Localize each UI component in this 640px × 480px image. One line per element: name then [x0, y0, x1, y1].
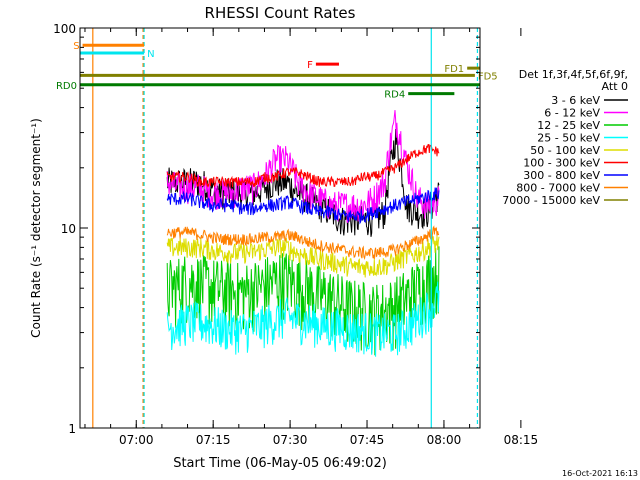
- x-tick-label: 07:15: [196, 433, 231, 447]
- flag-label: N: [147, 49, 154, 60]
- series-line: [166, 110, 440, 224]
- series-line: [166, 144, 440, 189]
- series-line: [166, 128, 440, 237]
- series-line: [166, 225, 440, 261]
- y-tick-label: 1: [68, 422, 76, 436]
- flag-label: RD0: [56, 81, 77, 92]
- x-tick-label: 07:30: [273, 433, 308, 447]
- y-axis-label: Count Rate (s⁻¹ detector segment⁻¹): [29, 118, 43, 338]
- y-tick-label: 100: [53, 22, 76, 36]
- legend-entry-label: 300 - 800 keV: [523, 169, 600, 182]
- x-tick-label: 08:15: [504, 433, 539, 447]
- legend-entry-label: 50 - 100 keV: [530, 144, 600, 157]
- legend: Det 1f,3f,4f,5f,6f,9f, Att 0 3 - 6 keV6 …: [502, 68, 628, 207]
- flag-label: RD4: [384, 90, 405, 101]
- legend-entry-label: 100 - 300 keV: [523, 157, 600, 170]
- legend-header-line2: Att 0: [602, 80, 628, 93]
- series-layer: [166, 110, 440, 357]
- series-line: [166, 246, 440, 356]
- chart-title: RHESSI Count Rates: [205, 4, 356, 22]
- legend-entry-label: 25 - 50 keV: [537, 132, 600, 145]
- flag-label: S: [73, 41, 79, 52]
- footer-timestamp: 16-Oct-2021 16:13: [562, 469, 638, 478]
- flag-label: F: [307, 60, 313, 71]
- series-line: [166, 235, 440, 278]
- legend-entry-label: 6 - 12 keV: [544, 107, 600, 120]
- y-tick-label: 10: [61, 222, 76, 236]
- x-tick-label: 07:00: [119, 433, 154, 447]
- x-tick-label: 08:00: [427, 433, 462, 447]
- legend-header-line1: Det 1f,3f,4f,5f,6f,9f,: [519, 68, 628, 81]
- legend-entry-label: 3 - 6 keV: [551, 94, 600, 107]
- flag-layer: S N F FD1 FD5 RD0 RD4: [56, 28, 498, 428]
- axis-layer: 1 10 100 07:00 07:15 07:30 07:45 08:00 08:15: [53, 22, 538, 447]
- legend-entry-label: 7000 - 15000 keV: [502, 194, 600, 207]
- legend-entry-label: 12 - 25 keV: [537, 119, 600, 132]
- series-line: [166, 281, 440, 357]
- flag-label: FD1: [444, 64, 464, 75]
- legend-entry-label: 800 - 7000 keV: [516, 182, 600, 195]
- series-line: [166, 187, 440, 225]
- x-tick-label: 07:45: [350, 433, 385, 447]
- flag-label: FD5: [478, 71, 498, 82]
- x-axis-label: Start Time (06-May-05 06:49:02): [173, 456, 387, 471]
